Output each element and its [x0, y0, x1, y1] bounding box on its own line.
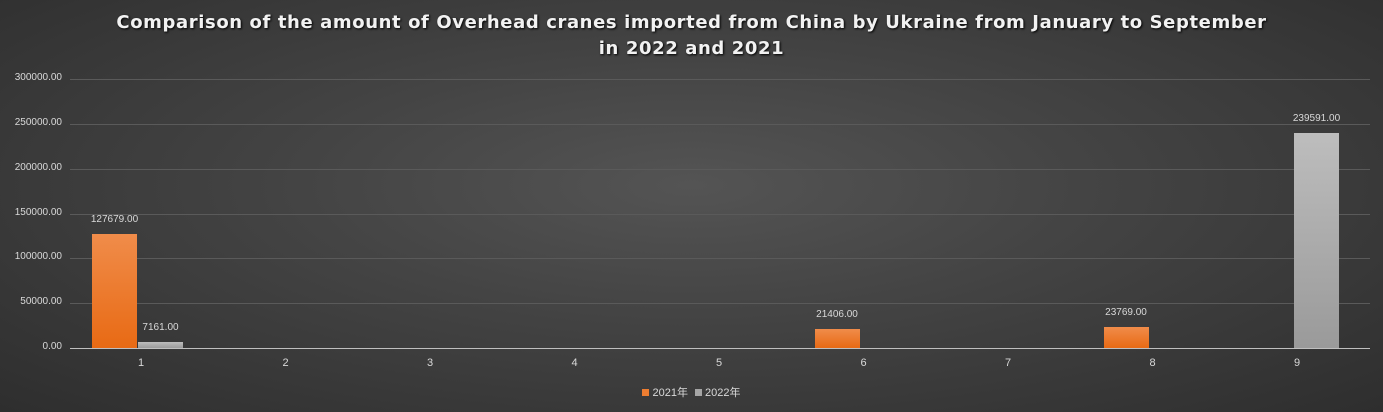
data-label: 239591.00 — [1292, 113, 1341, 125]
y-tick-label: 300000.00 — [14, 72, 62, 83]
y-tick-label: 50000.00 — [20, 296, 62, 308]
y-tick-label: 0.00 — [42, 341, 62, 352]
x-tick-label: 8 — [1149, 357, 1156, 369]
x-tick-label: 2 — [282, 357, 289, 369]
data-label: 23769.00 — [1105, 306, 1147, 318]
x-tick-label: 1 — [137, 357, 145, 369]
gridline — [70, 168, 1370, 170]
data-label: 21406.00 — [816, 308, 858, 320]
x-axis-line — [70, 348, 1370, 349]
legend-item-2022: 2022年 — [695, 384, 741, 400]
x-tick-label: 4 — [571, 357, 578, 369]
chart-title: Comparison of the amount of Overhead cra… — [0, 10, 1383, 62]
legend-label-2022: 2022年 — [705, 387, 741, 399]
gridline — [70, 79, 1370, 80]
chart-title-line-2: in 2022 and 2021 — [598, 38, 785, 59]
x-tick-label: 7 — [1004, 357, 1012, 369]
plot-area: 127679.00 7161.00 21406.00 23769.00 239591.0… — [70, 79, 1370, 349]
x-tick-label: 6 — [860, 357, 867, 369]
y-tick-label: 200000.00 — [14, 161, 62, 173]
bar-2021-1 — [92, 233, 137, 348]
data-label: 127679.00 — [90, 213, 139, 225]
legend-swatch-2021 — [642, 388, 650, 396]
gridline — [70, 258, 1370, 260]
bar-2022-1 — [138, 341, 183, 348]
bar-2022-9 — [1294, 133, 1339, 348]
bar-2021-8 — [1103, 326, 1149, 348]
gridline — [70, 123, 1370, 125]
x-tick-label: 3 — [426, 357, 434, 369]
x-tick-label: 9 — [1293, 357, 1301, 369]
y-tick-label: 150000.00 — [14, 206, 62, 218]
chart-title-line-1: Comparison of the amount of Overhead cra… — [116, 12, 1267, 33]
legend-item-2021: 2021年 — [642, 384, 688, 400]
gridline — [70, 213, 1370, 215]
chart-title-container: Comparison of the amount of Overhead cra… — [0, 0, 1383, 70]
legend-swatch-2022 — [695, 388, 703, 396]
legend-label-2021: 2021年 — [652, 387, 688, 399]
legend: 2021年 2022年 — [0, 384, 1383, 400]
gridline — [70, 303, 1370, 305]
y-tick-label: 250000.00 — [14, 116, 62, 128]
data-label: 7161.00 — [142, 321, 179, 333]
y-tick-label: 100000.00 — [14, 251, 62, 263]
bar-2021-6 — [814, 328, 860, 348]
x-tick-label: 5 — [715, 357, 723, 369]
